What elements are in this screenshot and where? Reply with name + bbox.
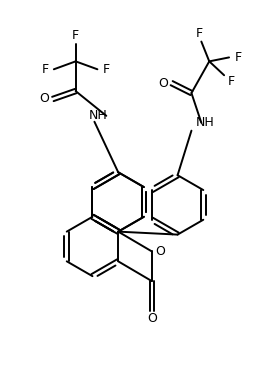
Text: F: F <box>196 27 203 40</box>
Text: NH: NH <box>89 109 108 122</box>
Text: F: F <box>234 51 241 64</box>
Text: O: O <box>39 92 49 105</box>
Text: O: O <box>147 312 157 325</box>
Text: F: F <box>103 63 110 76</box>
Text: F: F <box>72 29 79 42</box>
Text: F: F <box>227 74 235 88</box>
Text: NH: NH <box>196 116 215 129</box>
Text: F: F <box>41 63 48 76</box>
Text: O: O <box>158 77 168 90</box>
Text: O: O <box>155 245 165 258</box>
